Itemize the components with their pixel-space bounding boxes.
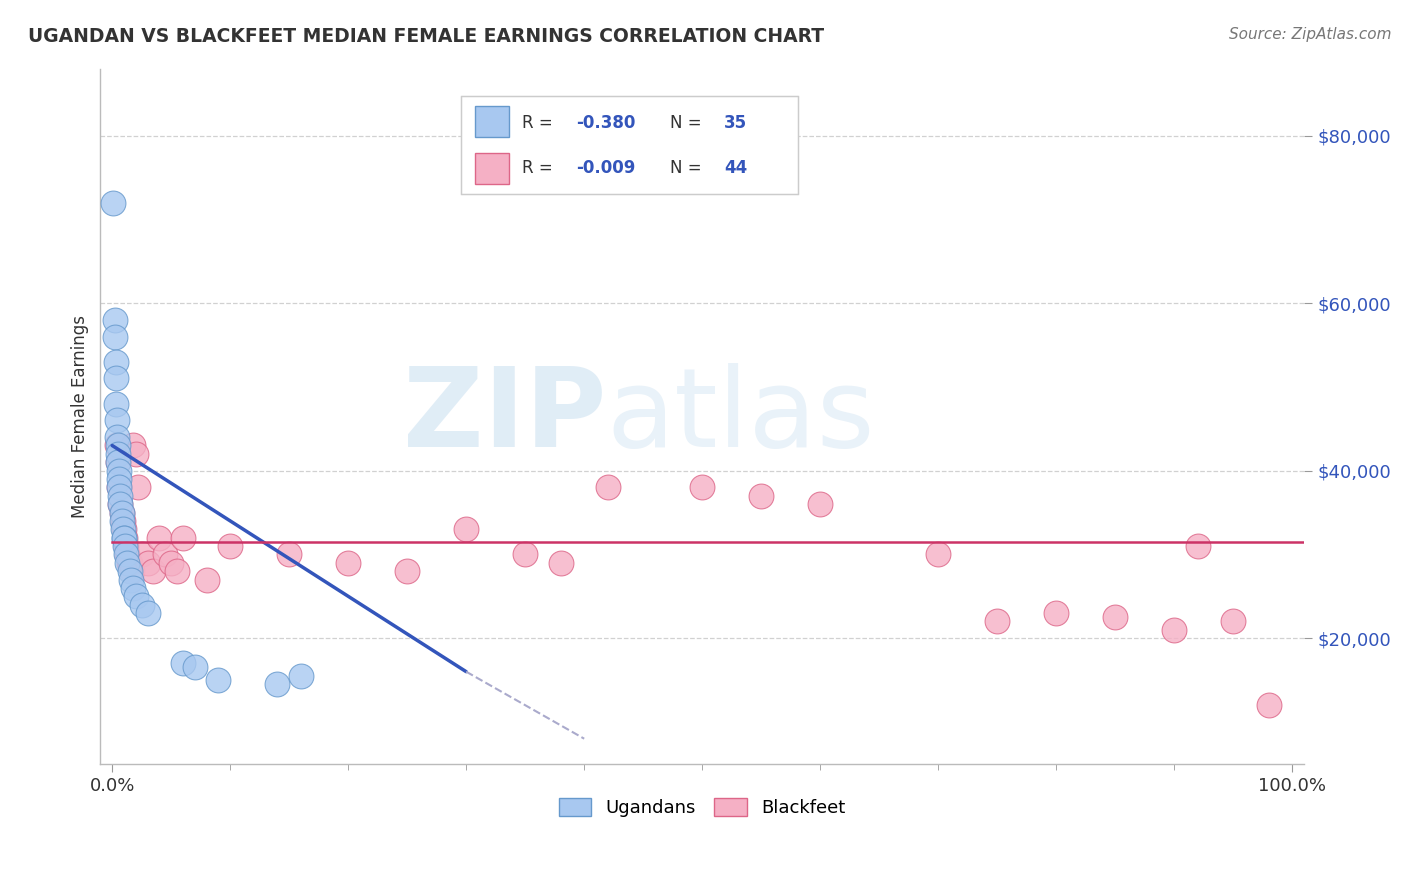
Point <box>103 329 125 343</box>
Point <box>166 564 188 578</box>
Point <box>155 548 177 562</box>
Point <box>108 480 131 494</box>
Point <box>515 548 537 562</box>
Point <box>136 606 159 620</box>
Point <box>107 455 129 469</box>
Point <box>112 531 135 545</box>
Text: Source: ZipAtlas.com: Source: ZipAtlas.com <box>1229 27 1392 42</box>
Point <box>110 489 132 503</box>
Point <box>136 556 159 570</box>
Y-axis label: Median Female Earnings: Median Female Earnings <box>72 315 89 517</box>
Point <box>290 669 312 683</box>
Point <box>396 564 419 578</box>
Point <box>104 355 127 369</box>
Point <box>110 497 132 511</box>
Point <box>122 581 145 595</box>
Point <box>114 539 136 553</box>
Point <box>1222 615 1244 629</box>
Point <box>207 673 229 687</box>
Point <box>131 598 153 612</box>
Point <box>111 514 134 528</box>
Point <box>195 573 218 587</box>
Point <box>160 556 183 570</box>
Point <box>148 531 170 545</box>
Legend: Ugandans, Blackfeet: Ugandans, Blackfeet <box>551 790 852 824</box>
Point <box>105 413 128 427</box>
Point <box>110 497 132 511</box>
Point <box>115 548 138 562</box>
Point <box>118 556 141 570</box>
Point <box>1187 539 1209 553</box>
Point <box>112 531 135 545</box>
Point <box>1257 698 1279 713</box>
Point <box>108 480 131 494</box>
Point <box>105 430 128 444</box>
Point <box>142 564 165 578</box>
Point <box>118 556 141 570</box>
Text: atlas: atlas <box>606 363 875 470</box>
Point <box>927 548 949 562</box>
Point <box>108 472 131 486</box>
Point <box>596 480 619 494</box>
Point <box>127 480 149 494</box>
Point <box>122 438 145 452</box>
Point <box>107 438 129 452</box>
Point <box>266 677 288 691</box>
Point <box>172 657 194 671</box>
Text: UGANDAN VS BLACKFEET MEDIAN FEMALE EARNINGS CORRELATION CHART: UGANDAN VS BLACKFEET MEDIAN FEMALE EARNI… <box>28 27 824 45</box>
Point <box>107 447 129 461</box>
Text: ZIP: ZIP <box>402 363 606 470</box>
Point <box>110 506 132 520</box>
Point <box>690 480 713 494</box>
Point <box>103 195 125 210</box>
Point <box>114 531 136 545</box>
Point <box>1104 610 1126 624</box>
Point <box>456 522 478 536</box>
Point <box>108 464 131 478</box>
Point <box>118 564 141 578</box>
Point <box>120 573 142 587</box>
Point <box>105 438 128 452</box>
Point <box>808 497 831 511</box>
Point <box>278 548 301 562</box>
Point <box>104 396 127 410</box>
Point <box>550 556 572 570</box>
Point <box>184 660 207 674</box>
Point <box>107 455 129 469</box>
Point <box>131 548 153 562</box>
Point <box>104 371 127 385</box>
Point <box>117 548 139 562</box>
Point <box>112 522 135 536</box>
Point <box>1045 606 1067 620</box>
Point <box>110 506 132 520</box>
Point <box>125 589 148 603</box>
Point <box>749 489 772 503</box>
Point <box>103 313 125 327</box>
Point <box>986 615 1008 629</box>
Point <box>172 531 194 545</box>
Point <box>110 514 132 528</box>
Point <box>1163 623 1185 637</box>
Point <box>121 564 143 578</box>
Point <box>337 556 360 570</box>
Point <box>219 539 242 553</box>
Point <box>117 556 139 570</box>
Point <box>111 522 134 536</box>
Point <box>115 539 138 553</box>
Point <box>125 447 148 461</box>
